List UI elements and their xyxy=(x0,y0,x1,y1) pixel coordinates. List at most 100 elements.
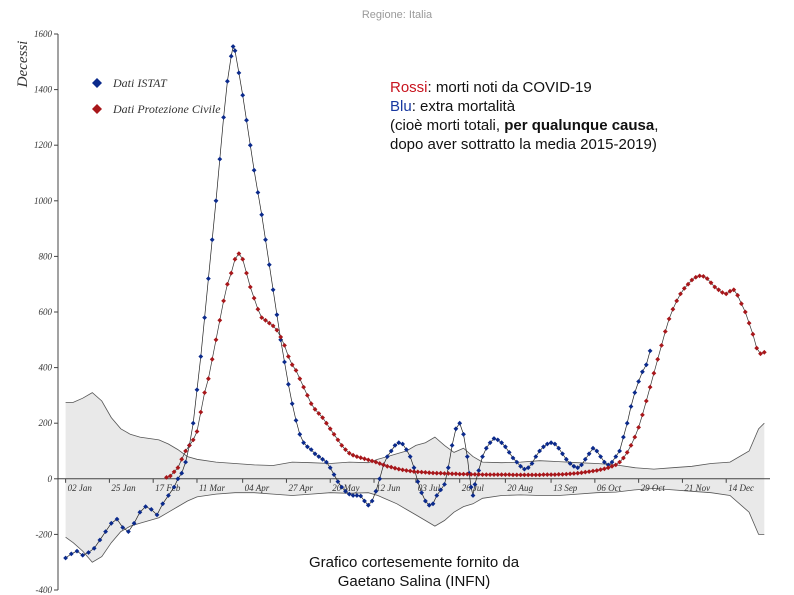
data-point xyxy=(312,451,318,457)
y-tick-label: 0 xyxy=(48,474,53,484)
data-point xyxy=(499,440,504,446)
data-point xyxy=(183,448,188,454)
data-point xyxy=(230,44,236,49)
data-point xyxy=(514,459,520,465)
data-point xyxy=(514,472,520,478)
data-point xyxy=(160,501,166,507)
y-axis-label: Decessi xyxy=(15,41,31,89)
data-point xyxy=(270,323,276,329)
data-point xyxy=(126,529,131,534)
x-tick-label: 29 Oct xyxy=(641,483,666,493)
data-point xyxy=(316,411,322,416)
x-tick-label: 14 Dec xyxy=(728,483,754,493)
data-point xyxy=(582,456,588,462)
data-point xyxy=(647,348,653,354)
data-point xyxy=(613,462,619,468)
data-point xyxy=(704,276,710,281)
data-point xyxy=(434,493,440,498)
data-point xyxy=(457,471,463,477)
data-point xyxy=(544,472,550,477)
data-point xyxy=(678,291,683,297)
data-point xyxy=(461,431,466,437)
data-point xyxy=(411,465,417,471)
data-point xyxy=(522,466,527,472)
data-point xyxy=(209,356,215,362)
data-point xyxy=(365,457,371,463)
data-point xyxy=(670,306,676,312)
data-point xyxy=(171,469,177,475)
annotation-line-4: dopo aver sottratto la media 2015-2019) xyxy=(390,136,657,153)
data-point xyxy=(712,284,718,290)
x-tick-label: 25 Jan xyxy=(111,483,136,493)
data-point xyxy=(388,464,394,470)
data-point xyxy=(312,406,318,412)
data-point xyxy=(282,343,287,348)
data-point xyxy=(120,525,126,530)
data-point xyxy=(426,470,432,476)
data-point xyxy=(194,387,200,393)
confidence-band xyxy=(65,392,765,563)
data-point xyxy=(731,287,737,293)
data-point xyxy=(209,237,215,243)
y-tick-label: 600 xyxy=(39,307,53,317)
data-point xyxy=(194,429,200,434)
data-point xyxy=(735,292,740,298)
data-point xyxy=(396,466,402,472)
y-tick-label: 1400 xyxy=(34,85,53,95)
data-point xyxy=(510,455,516,461)
data-point xyxy=(453,426,459,432)
data-point xyxy=(335,437,341,443)
data-point xyxy=(63,555,68,561)
data-point xyxy=(91,545,97,551)
x-tick-label: 12 Jun xyxy=(376,483,401,493)
data-point xyxy=(430,501,436,507)
data-point xyxy=(381,462,386,468)
data-point xyxy=(179,470,185,476)
data-point xyxy=(396,440,402,446)
data-point xyxy=(297,376,303,382)
data-point xyxy=(392,465,398,471)
data-point xyxy=(575,470,581,476)
band-area xyxy=(65,392,765,563)
data-point xyxy=(430,470,436,476)
data-point xyxy=(723,291,729,297)
data-point xyxy=(556,445,562,451)
data-point xyxy=(350,452,356,458)
data-point xyxy=(217,156,223,162)
data-point xyxy=(154,512,160,518)
data-point xyxy=(423,498,428,504)
data-point xyxy=(541,444,546,450)
data-point xyxy=(758,351,763,357)
data-point xyxy=(80,552,86,558)
data-point xyxy=(259,315,265,320)
data-point xyxy=(266,320,272,326)
data-point xyxy=(316,454,322,459)
data-point xyxy=(308,401,314,407)
annotation-line-2: Blu: extra mortalità xyxy=(390,97,658,116)
data-point xyxy=(522,472,527,478)
data-point xyxy=(289,401,295,407)
annotation-line-3-pre: (cioè morti totali, xyxy=(390,117,505,134)
data-point xyxy=(369,458,375,464)
annotation-line-1: Rossi: morti noti da COVID-19 xyxy=(390,78,658,97)
data-point xyxy=(586,469,592,474)
data-point xyxy=(647,384,653,390)
data-point xyxy=(74,548,80,554)
data-point xyxy=(240,256,246,262)
data-point xyxy=(621,434,626,440)
data-point xyxy=(598,454,603,459)
data-point xyxy=(754,345,760,351)
data-point xyxy=(495,437,501,443)
data-point xyxy=(114,516,120,522)
data-point xyxy=(518,472,523,478)
data-point xyxy=(263,237,268,243)
data-point xyxy=(175,476,181,482)
data-point xyxy=(708,280,714,286)
data-point xyxy=(727,288,733,294)
x-tick-label: 11 Mar xyxy=(199,483,226,493)
data-point xyxy=(202,390,207,395)
annotation-red-word: Rossi xyxy=(390,79,428,96)
data-point xyxy=(571,471,577,476)
data-point xyxy=(590,445,596,451)
data-point xyxy=(131,520,137,526)
